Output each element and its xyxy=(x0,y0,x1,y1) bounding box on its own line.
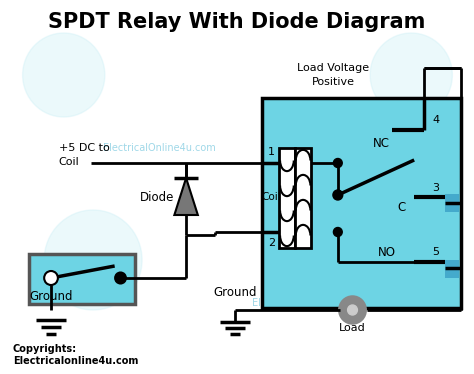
Text: Coil: Coil xyxy=(59,157,80,167)
Text: Positive: Positive xyxy=(311,77,355,87)
Text: +5 DC to: +5 DC to xyxy=(59,143,109,153)
Text: C: C xyxy=(397,200,406,214)
Text: 5: 5 xyxy=(432,247,439,257)
Bar xyxy=(263,98,461,308)
Bar xyxy=(446,260,459,278)
Circle shape xyxy=(333,227,342,236)
Text: Coil: Coil xyxy=(261,192,281,202)
Circle shape xyxy=(340,297,365,323)
Text: Copyrights:
Electricalonline4u.com: Copyrights: Electricalonline4u.com xyxy=(13,344,138,366)
Bar xyxy=(295,148,311,248)
Circle shape xyxy=(333,159,342,168)
Text: NC: NC xyxy=(374,137,391,150)
Polygon shape xyxy=(174,178,198,215)
Text: Diode: Diode xyxy=(139,190,174,203)
Text: ElectricalOnline4u.com: ElectricalOnline4u.com xyxy=(252,298,365,308)
Circle shape xyxy=(318,210,416,310)
Text: 1: 1 xyxy=(268,147,275,157)
Bar xyxy=(29,254,135,304)
Text: Load: Load xyxy=(339,323,366,333)
Circle shape xyxy=(333,190,343,200)
Text: SPDT Relay With Diode Diagram: SPDT Relay With Diode Diagram xyxy=(48,12,426,32)
Circle shape xyxy=(44,210,142,310)
Circle shape xyxy=(23,33,105,117)
Text: Ground: Ground xyxy=(29,291,73,303)
Bar xyxy=(279,148,295,248)
Text: Ground: Ground xyxy=(213,286,257,300)
Circle shape xyxy=(44,271,58,285)
Text: ElectricalOnline4u.com: ElectricalOnline4u.com xyxy=(103,143,216,153)
Text: 3: 3 xyxy=(432,183,439,193)
Text: Load Voltage: Load Voltage xyxy=(297,63,369,73)
Circle shape xyxy=(115,273,126,283)
Circle shape xyxy=(370,33,452,117)
Circle shape xyxy=(347,305,357,315)
Bar xyxy=(446,194,459,212)
Text: NO: NO xyxy=(378,245,396,258)
Text: 2: 2 xyxy=(268,238,275,248)
Text: 4: 4 xyxy=(432,115,439,125)
